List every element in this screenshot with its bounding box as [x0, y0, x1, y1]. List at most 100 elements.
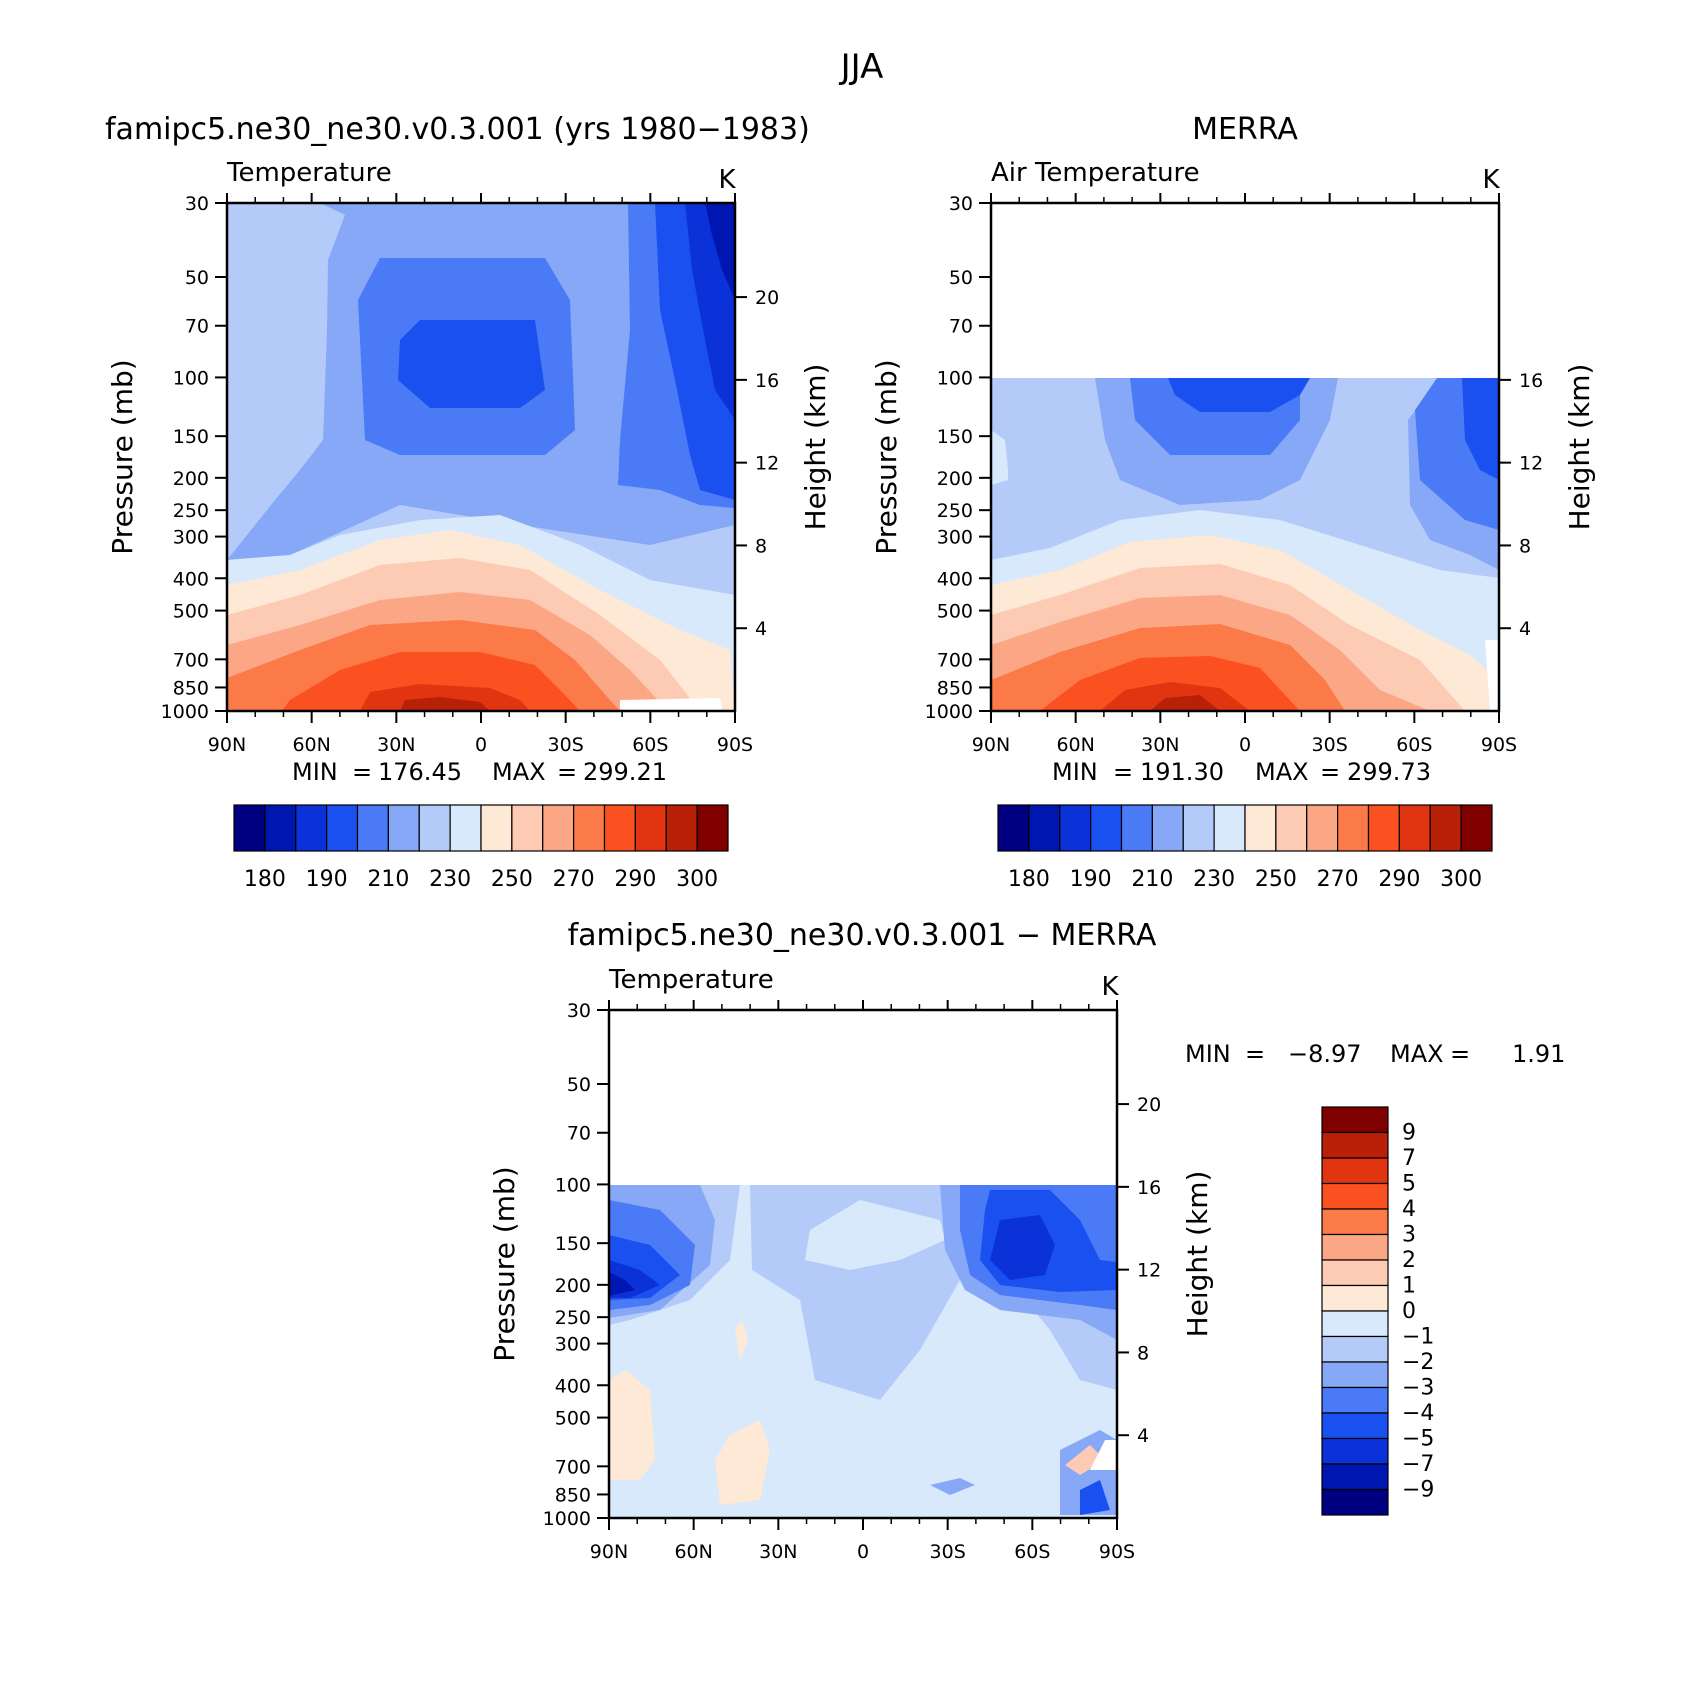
y-tick-label: 200: [555, 1275, 591, 1297]
y-tick-label: 500: [173, 601, 209, 623]
panel-diff: famipc5.ne30_ne30.v0.3.001 − MERRA Tempe…: [488, 918, 1565, 1563]
colorbar-box: [696, 804, 729, 852]
field-contour-minus7b: [990, 1215, 1055, 1280]
y-right-tick-label: 20: [1137, 1094, 1161, 1116]
panel-diff-min: −8.97: [1288, 1040, 1362, 1068]
y-tick-label: 70: [949, 316, 973, 338]
y-tick-label: 500: [937, 601, 973, 623]
x-tick-label: 30N: [759, 1541, 797, 1563]
colorbar-box: [356, 804, 389, 852]
colorbar-box: [1321, 1361, 1389, 1389]
colorbar-label: 180: [1008, 867, 1050, 892]
panel-obs-min: 191.30: [1140, 758, 1224, 786]
colorbar-label: 1: [1402, 1274, 1416, 1299]
panel-diff-title: famipc5.ne30_ne30.v0.3.001 − MERRA: [568, 918, 1157, 953]
y-tick-label: 1000: [161, 701, 209, 723]
colorbar-label: 250: [1255, 867, 1297, 892]
y-tick-label: 700: [937, 649, 973, 671]
y-right-tick-label: 16: [1137, 1177, 1161, 1199]
colorbar-label: 2: [1402, 1248, 1416, 1273]
panel-model-max-label: MAX: [492, 758, 546, 786]
y-tick-label: 30: [185, 193, 209, 215]
y-right-tick-label: 12: [755, 453, 779, 475]
colorbar-label: −3: [1402, 1376, 1434, 1401]
x-tick-label: 0: [475, 734, 487, 756]
y-tick-label: 250: [937, 500, 973, 522]
y-tick-label: 70: [185, 316, 209, 338]
panel-model: famipc5.ne30_ne30.v0.3.001 (yrs 1980−198…: [105, 112, 832, 892]
colorbar-box: [997, 804, 1030, 852]
y-axis-label: Pressure (mb): [106, 359, 139, 554]
y-tick-label: 200: [173, 468, 209, 490]
y-tick-label: 100: [555, 1174, 591, 1196]
y-axis-label: Pressure (mb): [870, 359, 903, 554]
y-right-tick-label: 8: [1137, 1342, 1149, 1364]
panel-model-units: K: [718, 165, 736, 195]
colorbar-label: 7: [1402, 1146, 1416, 1171]
field-contour-0-island: [805, 1200, 945, 1270]
colorbar-box: [1182, 804, 1215, 852]
field-contour-plus0c: [735, 1320, 748, 1360]
y-tick-label: 850: [937, 677, 973, 699]
field-contour-plus0b: [715, 1420, 770, 1505]
x-tick-label: 60S: [632, 734, 668, 756]
colorbar-box: [1120, 804, 1153, 852]
y-right-tick-label: 16: [1519, 370, 1543, 392]
colorbar-box: [1429, 804, 1462, 852]
panel-obs-min-eq: =: [1113, 758, 1133, 786]
panel-obs-units: K: [1482, 165, 1500, 195]
field-contour-298: [1150, 695, 1220, 711]
y-tick-label: 50: [949, 267, 973, 289]
y-right-tick-label: 16: [755, 370, 779, 392]
colorbar-box: [1321, 1182, 1389, 1210]
field-contour-180: [705, 203, 735, 300]
colorbar-box: [1151, 804, 1184, 852]
x-tick-label: 90N: [972, 734, 1010, 756]
y-tick-label: 100: [173, 367, 209, 389]
field-missing: [1090, 1440, 1117, 1470]
colorbar-label: 230: [429, 867, 471, 892]
panel-obs-max: 299.73: [1347, 758, 1431, 786]
x-tick-label: 90S: [1481, 734, 1517, 756]
colorbar-label: −9: [1402, 1478, 1434, 1503]
colorbar-box: [1321, 1463, 1389, 1491]
colorbar-box: [1306, 804, 1339, 852]
y-tick-label: 400: [555, 1375, 591, 1397]
y-tick-label: 300: [937, 527, 973, 549]
y-tick-label: 300: [173, 527, 209, 549]
field-contour-295: [360, 684, 530, 711]
y-tick-label: 30: [949, 193, 973, 215]
panel-diff-max-eq: =: [1450, 1040, 1470, 1068]
panel-obs-title: MERRA: [1192, 112, 1298, 147]
panel-diff-min-label: MIN: [1185, 1040, 1231, 1068]
colorbar-box: [573, 804, 606, 852]
colorbar-label: 270: [1317, 867, 1359, 892]
x-tick-label: 60N: [292, 734, 330, 756]
colorbar-label: 250: [491, 867, 533, 892]
y-right-tick-label: 4: [755, 618, 767, 640]
colorbar-label: 210: [1131, 867, 1173, 892]
panel-obs-max-eq: =: [1320, 758, 1340, 786]
panel-diff-axes: 3050701001502002503004005007008501000481…: [488, 1000, 1214, 1563]
y-tick-label: 150: [937, 426, 973, 448]
colorbar-box: [1398, 804, 1431, 852]
colorbar-box: [233, 804, 266, 852]
y-tick-label: 1000: [925, 701, 973, 723]
y-tick-label: 1000: [543, 1508, 591, 1530]
field-contour-200: [398, 320, 545, 408]
x-tick-label: 30S: [548, 734, 584, 756]
x-tick-label: 60N: [1056, 734, 1094, 756]
panel-model-min: 176.45: [378, 758, 462, 786]
colorbar-label: 300: [1440, 867, 1482, 892]
x-tick-label: 90S: [717, 734, 753, 756]
colorbar-label: −4: [1402, 1401, 1434, 1426]
colorbar-box: [1028, 804, 1061, 852]
panel-diff-max-label: MAX: [1390, 1040, 1444, 1068]
colorbar-box: [264, 804, 297, 852]
x-tick-label: 0: [1239, 734, 1251, 756]
colorbar-box: [1321, 1412, 1389, 1440]
colorbar-box: [1460, 804, 1493, 852]
y-tick-label: 150: [173, 426, 209, 448]
